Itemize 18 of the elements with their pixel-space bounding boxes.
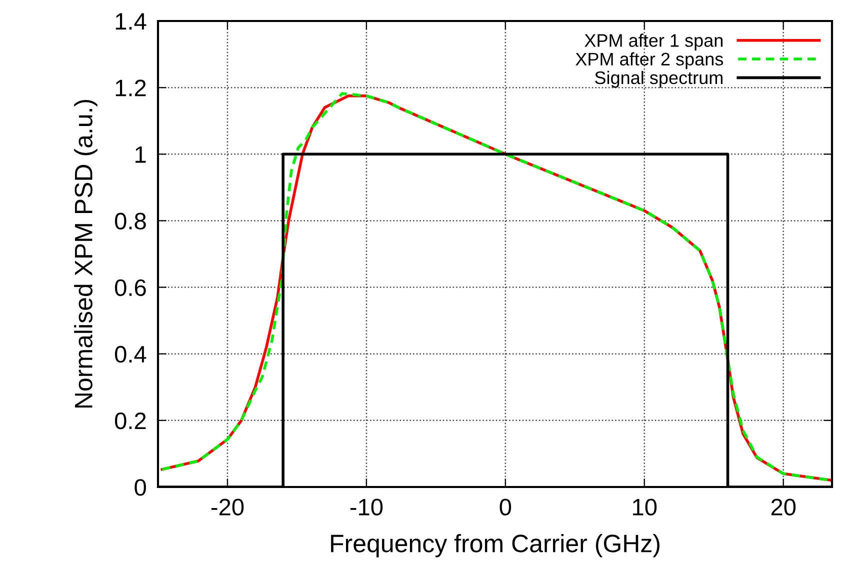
legend-label: Signal spectrum	[595, 70, 722, 88]
y-tick-label: 0.8	[114, 212, 146, 230]
y-tick-label: 0.4	[114, 346, 146, 363]
x-tick-label: 0	[500, 498, 512, 516]
y-tick-label: 0	[134, 479, 146, 496]
legend-label: XPM after 1 span	[584, 34, 723, 50]
legend-label: XPM after 2 spans	[576, 52, 724, 70]
x-tick-label: 10	[633, 498, 657, 516]
x-tick-label: 20	[771, 498, 796, 516]
x-tick-label: -20	[211, 498, 244, 516]
y-axis-title: Normalised XPM PSD (a.u.)	[74, 100, 98, 408]
y-tick-label: 1	[136, 146, 146, 163]
x-axis-title: Frequency from Carrier (GHz)	[331, 534, 660, 558]
y-tick-label: 1.4	[116, 13, 146, 30]
y-tick-label: 1.2	[116, 80, 146, 96]
y-tick-label: 0.6	[114, 279, 146, 296]
y-tick-label: 0.2	[114, 412, 146, 430]
x-tick-label: -10	[350, 498, 383, 516]
